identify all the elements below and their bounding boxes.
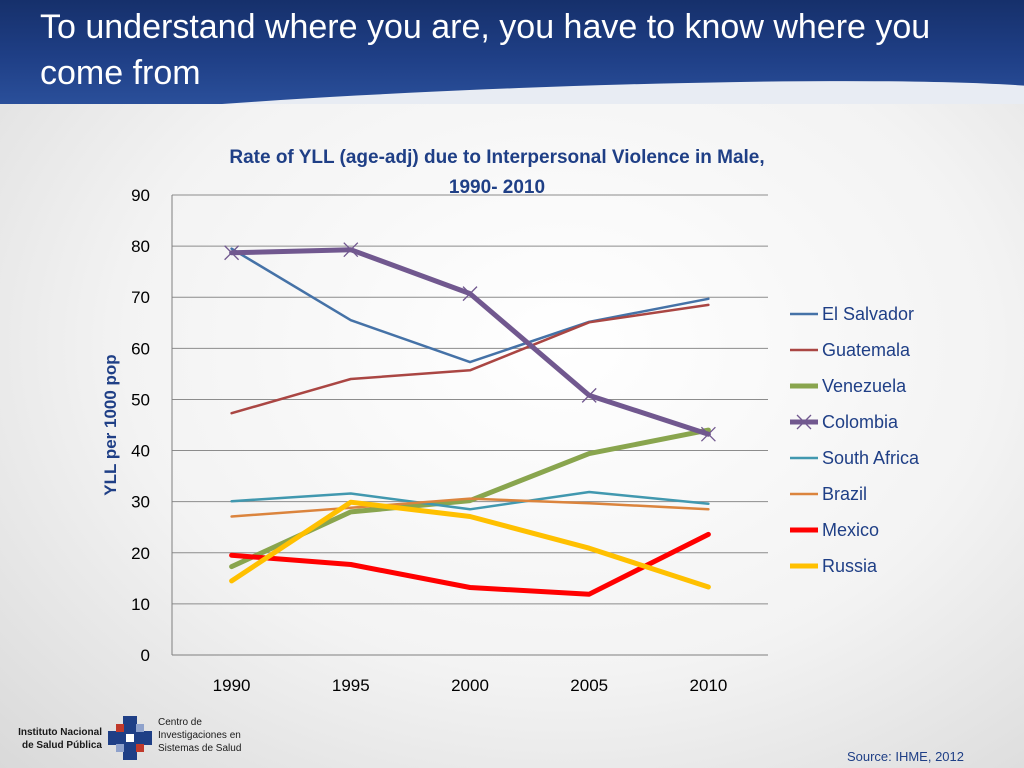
institute-logo-icon	[108, 716, 152, 760]
institute-name-line2: de Salud Pública	[21, 740, 102, 751]
x-tick-label-2010: 2010	[689, 676, 727, 695]
footer-logos: Instituto Nacional de Salud Pública Cent…	[14, 716, 254, 764]
series-line-south-africa	[230, 490, 710, 511]
y-tick-label-30: 30	[131, 493, 150, 512]
series-point-colombia-0	[224, 245, 240, 261]
series-point-colombia-4	[700, 426, 716, 442]
series-line-mexico	[229, 531, 711, 597]
legend-label-mexico: Mexico	[822, 520, 879, 540]
legend-label-guatemala: Guatemala	[822, 340, 911, 360]
y-tick-label-0: 0	[141, 646, 150, 665]
center-name: Centro de Investigaciones en Sistemas de…	[158, 716, 268, 755]
series-line-guatemala	[230, 303, 710, 415]
center-name-line2: Investigaciones en	[158, 730, 241, 741]
slide-title: To understand where you are, you have to…	[40, 8, 931, 92]
x-tick-label-1990: 1990	[213, 676, 251, 695]
series-line-colombia	[229, 247, 711, 437]
y-axis-label: YLL per 1000 pop	[101, 354, 120, 495]
slide-header: To understand where you are, you have to…	[0, 0, 1024, 104]
institute-name-line1: Instituto Nacional	[18, 727, 102, 738]
series-line-el-salvador	[230, 247, 710, 364]
y-tick-label-40: 40	[131, 442, 150, 461]
series-point-colombia-2	[462, 286, 478, 302]
x-tick-label-1995: 1995	[332, 676, 370, 695]
y-tick-label-10: 10	[131, 595, 150, 614]
institute-name: Instituto Nacional de Salud Pública	[14, 726, 102, 752]
legend-label-russia: Russia	[822, 556, 878, 576]
legend-label-colombia: Colombia	[822, 412, 899, 432]
x-tick-label-2000: 2000	[451, 676, 489, 695]
series-point-colombia-1	[343, 242, 359, 258]
source-note: Source: IHME, 2012	[846, 749, 964, 764]
series-line-brazil	[230, 497, 710, 518]
y-tick-label-70: 70	[131, 288, 150, 307]
chart-title-line-2: 1990- 2010	[449, 177, 545, 198]
series-point-colombia-3	[581, 387, 597, 403]
legend-label-south-africa: South Africa	[822, 448, 920, 468]
chart-title-line-1: Rate of YLL (age-adj) due to Interperson…	[229, 147, 764, 168]
x-tick-label-2005: 2005	[570, 676, 608, 695]
y-tick-label-20: 20	[131, 544, 150, 563]
legend-marker-colombia	[796, 414, 812, 430]
center-name-line3: Sistemas de Salud	[158, 743, 242, 754]
legend-label-el-salvador: El Salvador	[822, 304, 914, 324]
y-tick-label-90: 90	[131, 186, 150, 205]
legend-label-brazil: Brazil	[822, 484, 867, 504]
y-tick-label-60: 60	[131, 339, 150, 358]
center-name-line1: Centro de	[158, 717, 202, 728]
y-tick-label-50: 50	[131, 390, 150, 409]
series-line-russia	[229, 499, 711, 590]
legend-label-venezuela: Venezuela	[822, 376, 907, 396]
y-tick-label-80: 80	[131, 237, 150, 256]
